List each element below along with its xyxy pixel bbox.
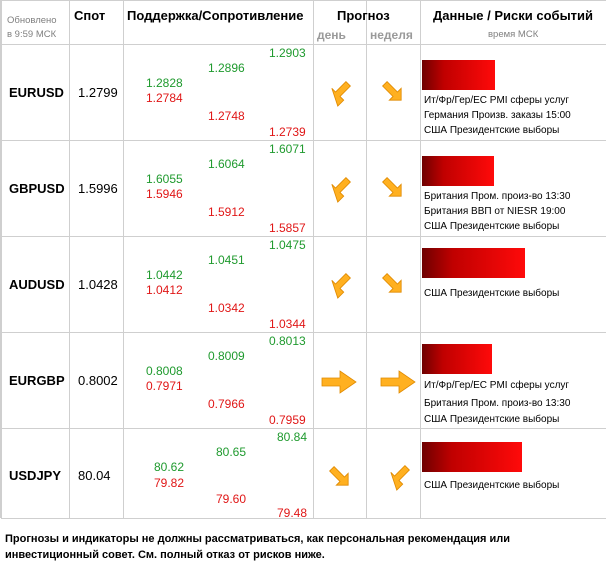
resistance-1: 1.5946 [146, 187, 183, 201]
event-risk-bar [422, 344, 492, 374]
support-1: 1.6055 [146, 172, 183, 186]
event-item: Ит/Фр/Гер/ЕС PMI сферы услуг [424, 380, 570, 391]
support-1: 80.62 [154, 460, 185, 474]
grid-line [313, 1, 314, 519]
support-resistance-header: Поддержка/Сопротивление [127, 8, 304, 23]
spot-value: 0.8002 [78, 373, 118, 388]
forecast-week-arrow-down-icon [382, 81, 402, 101]
resistance-2: 1.0342 [208, 301, 245, 315]
forecast-week-header: неделя [370, 28, 413, 42]
grid-line [1, 236, 606, 237]
support-2: 0.8009 [208, 349, 245, 363]
pair-name: EURUSD [9, 85, 64, 100]
support-3: 1.6071 [269, 142, 306, 156]
resistance-1: 79.82 [154, 476, 185, 490]
pair-name: EURGBP [9, 373, 65, 388]
event-item: США Президентские выборы [424, 414, 560, 425]
grid-line [1, 1, 2, 519]
spot-value: 1.5996 [78, 181, 118, 196]
forecast-day-arrow-up-icon [331, 81, 351, 107]
forecast-day-arrow-up-icon [331, 273, 351, 299]
support-2: 1.2896 [208, 61, 245, 75]
updated-time: в 9:59 МСК [7, 29, 57, 40]
forecast-day-arrow-up-icon [331, 177, 351, 203]
event-item: США Президентские выборы [424, 125, 560, 136]
resistance-1: 0.7971 [146, 379, 183, 393]
pair-name: USDJPY [9, 468, 62, 483]
resistance-2: 0.7966 [208, 397, 245, 411]
resistance-3: 1.2739 [269, 125, 306, 139]
forecast-header: Прогноз [337, 8, 390, 23]
forecast-week-arrow-up-icon [390, 465, 410, 491]
forecast-week-arrow-down-icon [382, 273, 402, 293]
grid-line [1, 428, 606, 429]
forecast-week-arrow-right-icon [380, 370, 416, 394]
disclaimer-text: Прогнозы и индикаторы не должны рассматр… [5, 533, 511, 561]
support-1: 0.8008 [146, 364, 183, 378]
event-item: Британия ВВП от NIESR 19:00 [424, 206, 566, 217]
resistance-1: 1.2784 [146, 91, 183, 105]
support-2: 1.0451 [208, 253, 245, 267]
resistance-3: 0.7959 [269, 413, 306, 427]
spot-header: Спот [74, 8, 106, 23]
events-time-header: время МСК [488, 29, 539, 40]
events-header: Данные / Риски событий [433, 8, 594, 23]
grid-line [420, 1, 421, 519]
event-risk-bar [422, 248, 525, 278]
resistance-2: 79.60 [216, 492, 247, 506]
support-2: 80.65 [216, 445, 247, 459]
resistance-2: 1.2748 [208, 109, 245, 123]
spot-value: 80.04 [78, 468, 111, 483]
grid-line [123, 1, 124, 519]
updated-label: Обновлено [7, 15, 57, 26]
grid-line [1, 332, 606, 333]
spot-value: 1.0428 [78, 277, 118, 292]
spot-value: 1.2799 [78, 85, 118, 100]
support-3: 80.84 [277, 430, 308, 444]
forecast-day-arrow-down-icon [329, 466, 349, 486]
forecast-day-header: день [317, 28, 346, 42]
forecast-week-arrow-down-icon [382, 177, 402, 197]
event-risk-bar [422, 442, 522, 472]
support-3: 1.0475 [269, 238, 306, 252]
support-1: 1.0442 [146, 268, 183, 282]
support-1: 1.2828 [146, 76, 183, 90]
resistance-3: 1.0344 [269, 317, 306, 331]
event-item: Британия Пром. произ-во 13:30 [424, 398, 571, 409]
grid-line [1, 140, 606, 141]
pair-name: AUDUSD [9, 277, 65, 292]
grid-line [366, 1, 367, 519]
event-item: Германия Произв. заказы 15:00 [424, 110, 571, 121]
event-risk-bar [422, 60, 495, 90]
event-item: Британия Пром. произ-во 13:30 [424, 191, 571, 202]
support-2: 1.6064 [208, 157, 245, 171]
forecast-day-arrow-right-icon [321, 370, 357, 394]
resistance-1: 1.0412 [146, 283, 183, 297]
pair-name: GBPUSD [9, 181, 65, 196]
support-3: 1.2903 [269, 46, 306, 60]
forecast-table: Обновлено в 9:59 МСК Спот Поддержка/Сопр… [0, 0, 606, 520]
resistance-3: 1.5857 [269, 221, 306, 235]
support-3: 0.8013 [269, 334, 306, 348]
event-item: Ит/Фр/Гер/ЕС PMI сферы услуг [424, 95, 570, 106]
event-item: США Президентские выборы [424, 221, 560, 232]
grid-line [1, 518, 606, 519]
event-item: США Президентские выборы [424, 480, 560, 491]
event-item: США Президентские выборы [424, 288, 560, 299]
grid-line [69, 1, 70, 519]
grid-line [1, 44, 606, 45]
resistance-3: 79.48 [277, 506, 308, 520]
event-risk-bar [422, 156, 494, 186]
resistance-2: 1.5912 [208, 205, 245, 219]
